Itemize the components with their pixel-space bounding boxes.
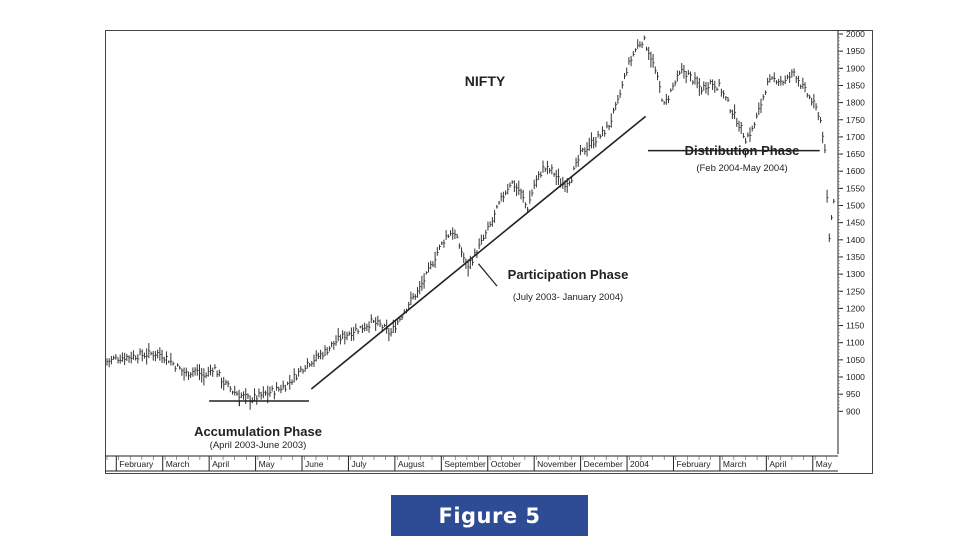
y-tick-label: 900 — [846, 406, 860, 416]
x-tick-label: March — [723, 459, 747, 469]
y-tick-label: 1200 — [846, 303, 865, 313]
participation-phase-subtitle: (July 2003- January 2004) — [513, 292, 623, 303]
x-tick-label: October — [491, 459, 521, 469]
participation-phase-title: Participation Phase — [508, 267, 629, 282]
y-tick-label: 1100 — [846, 338, 865, 348]
y-tick-label: 2000 — [846, 30, 865, 39]
x-tick-label: November — [537, 459, 576, 469]
y-tick-label: 1850 — [846, 80, 865, 90]
y-tick-label: 1050 — [846, 355, 865, 365]
y-tick-label: 1600 — [846, 166, 865, 176]
y-tick-label: 1800 — [846, 98, 865, 108]
figure-caption: Figure 5 — [391, 495, 588, 536]
x-tick-label: April — [769, 459, 786, 469]
x-tick-label: June — [305, 459, 324, 469]
chart-frame: 2000 1950 1900 1850 1800 1750 1700 1650 1600 1550… — [105, 30, 873, 474]
x-tick-label: August — [398, 459, 425, 469]
participation-pointer — [478, 263, 498, 287]
accumulation-phase-subtitle: (April 2003-June 2003) — [210, 440, 307, 451]
y-tick-label: 1750 — [846, 115, 865, 125]
y-tick-label: 1550 — [846, 183, 865, 193]
y-tick-label: 1350 — [846, 252, 865, 262]
x-tick-label: July — [351, 459, 367, 469]
distribution-phase-subtitle: (Feb 2004-May 2004) — [696, 163, 787, 174]
x-tick-label: March — [166, 459, 190, 469]
y-tick-label: 1900 — [846, 63, 865, 73]
distribution-phase-title: Distribution Phase — [685, 143, 800, 158]
y-tick-label: 1650 — [846, 149, 865, 159]
y-tick-label: 1150 — [846, 321, 865, 331]
participation-trend-line — [310, 115, 647, 390]
x-tick-label: May — [816, 459, 833, 469]
accumulation-phase-title: Accumulation Phase — [194, 424, 322, 439]
x-tick-label: February — [119, 459, 154, 469]
y-tick-label: 1400 — [846, 235, 865, 245]
x-tick-label: December — [584, 459, 623, 469]
x-tick-label: May — [259, 459, 276, 469]
x-tick-label: April — [212, 459, 229, 469]
x-tick-label: September — [444, 459, 486, 469]
y-tick-label: 1500 — [846, 201, 865, 211]
y-tick-label: 1250 — [846, 286, 865, 296]
y-tick-label: 1950 — [846, 46, 865, 56]
y-tick-label: 1300 — [846, 269, 865, 279]
nifty-chart: 2000 1950 1900 1850 1800 1750 1700 1650 1600 1550… — [105, 30, 873, 474]
x-tick-label: 2004 — [630, 459, 649, 469]
chart-title: NIFTY — [465, 73, 506, 89]
y-tick-label: 1450 — [846, 218, 865, 228]
y-tick-label: 1700 — [846, 132, 865, 142]
x-tick-label: February — [676, 459, 711, 469]
y-tick-label: 950 — [846, 389, 860, 399]
y-tick-label: 1000 — [846, 372, 865, 382]
